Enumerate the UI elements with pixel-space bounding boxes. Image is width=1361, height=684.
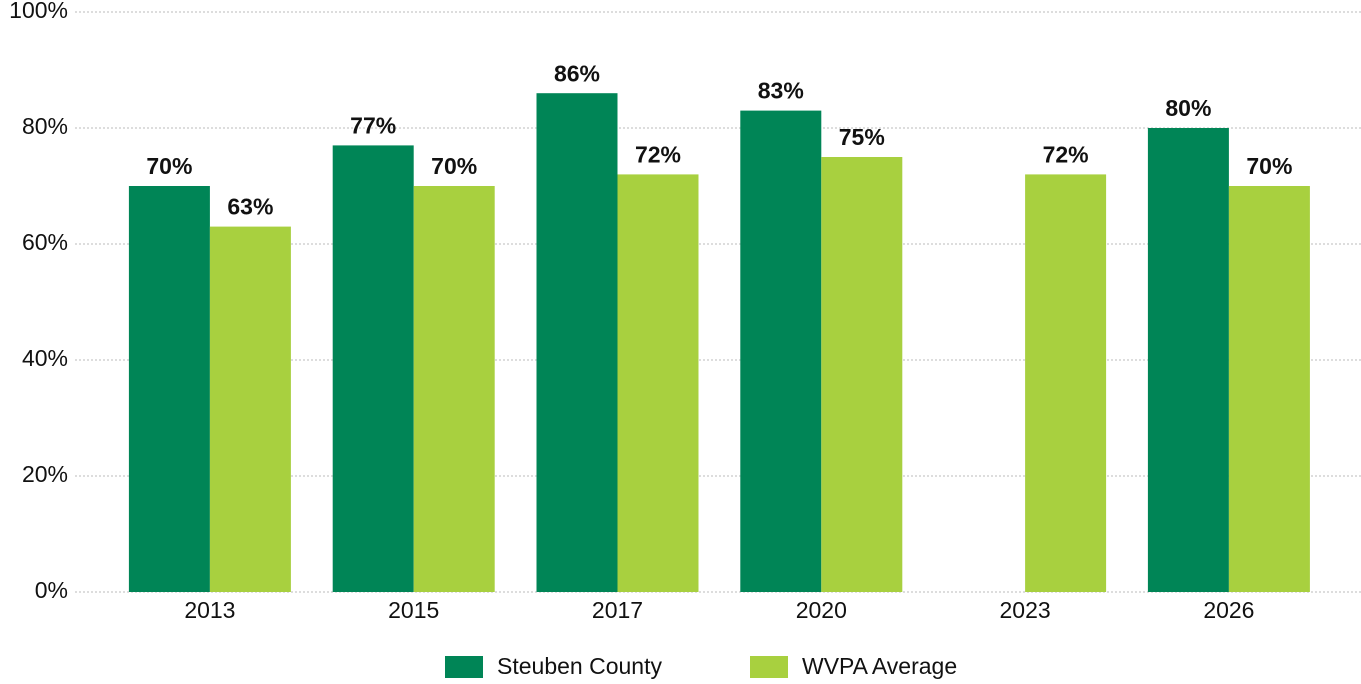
bar: [128, 186, 210, 592]
y-tick-label: 60%: [22, 229, 68, 255]
value-label: 75%: [839, 124, 885, 150]
y-tick-label: 100%: [9, 0, 68, 23]
bar: [740, 110, 822, 592]
bar: [1147, 128, 1229, 592]
x-tick-label: 2020: [796, 597, 847, 623]
bar: [536, 93, 618, 592]
bar: [209, 226, 291, 592]
y-tick-label: 40%: [22, 345, 68, 371]
value-label: 63%: [227, 194, 273, 220]
x-tick-label: 2017: [592, 597, 643, 623]
bar: [821, 157, 903, 592]
y-tick-label: 80%: [22, 113, 68, 139]
bar: [617, 174, 699, 592]
value-label: 77%: [350, 112, 396, 138]
bar: [1228, 186, 1310, 592]
x-tick-label: 2023: [1000, 597, 1051, 623]
y-tick-label: 0%: [35, 577, 68, 603]
y-tick-label: 20%: [22, 461, 68, 487]
x-tick-label: 2026: [1203, 597, 1254, 623]
value-label: 70%: [1246, 153, 1292, 179]
legend-label: Steuben County: [497, 653, 662, 679]
value-label: 72%: [1043, 141, 1089, 167]
value-label: 83%: [758, 78, 804, 104]
bar: [1025, 174, 1107, 592]
legend-swatch: [445, 656, 483, 678]
value-label: 80%: [1165, 95, 1211, 121]
legend-swatch: [750, 656, 788, 678]
legend-label: WVPA Average: [802, 653, 957, 679]
value-label: 70%: [431, 153, 477, 179]
value-label: 70%: [146, 153, 192, 179]
bar: [332, 145, 414, 592]
value-label: 72%: [635, 141, 681, 167]
x-tick-label: 2015: [388, 597, 439, 623]
bar: [413, 186, 495, 592]
value-label: 86%: [554, 60, 600, 86]
x-tick-label: 2013: [184, 597, 235, 623]
